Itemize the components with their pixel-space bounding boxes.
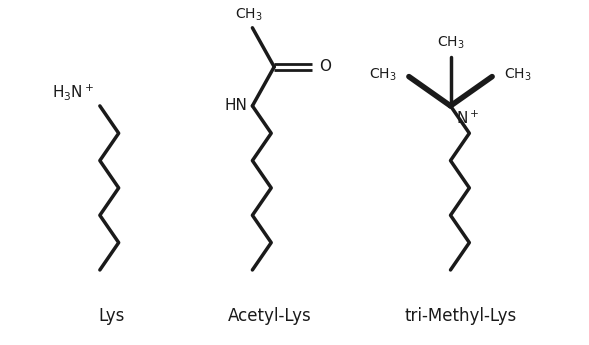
Text: CH$_3$: CH$_3$ <box>369 67 397 83</box>
Text: tri-Methyl-Lys: tri-Methyl-Lys <box>404 307 517 325</box>
Text: CH$_3$: CH$_3$ <box>504 67 532 83</box>
Text: HN: HN <box>224 98 247 114</box>
Text: CH$_3$: CH$_3$ <box>436 35 464 51</box>
Text: CH$_3$: CH$_3$ <box>234 7 262 23</box>
Text: Lys: Lys <box>98 307 125 325</box>
Text: Acetyl-Lys: Acetyl-Lys <box>229 307 312 325</box>
Text: O: O <box>319 59 331 74</box>
Text: H$_3$N$^+$: H$_3$N$^+$ <box>52 82 94 102</box>
Text: N$^+$: N$^+$ <box>456 110 480 127</box>
